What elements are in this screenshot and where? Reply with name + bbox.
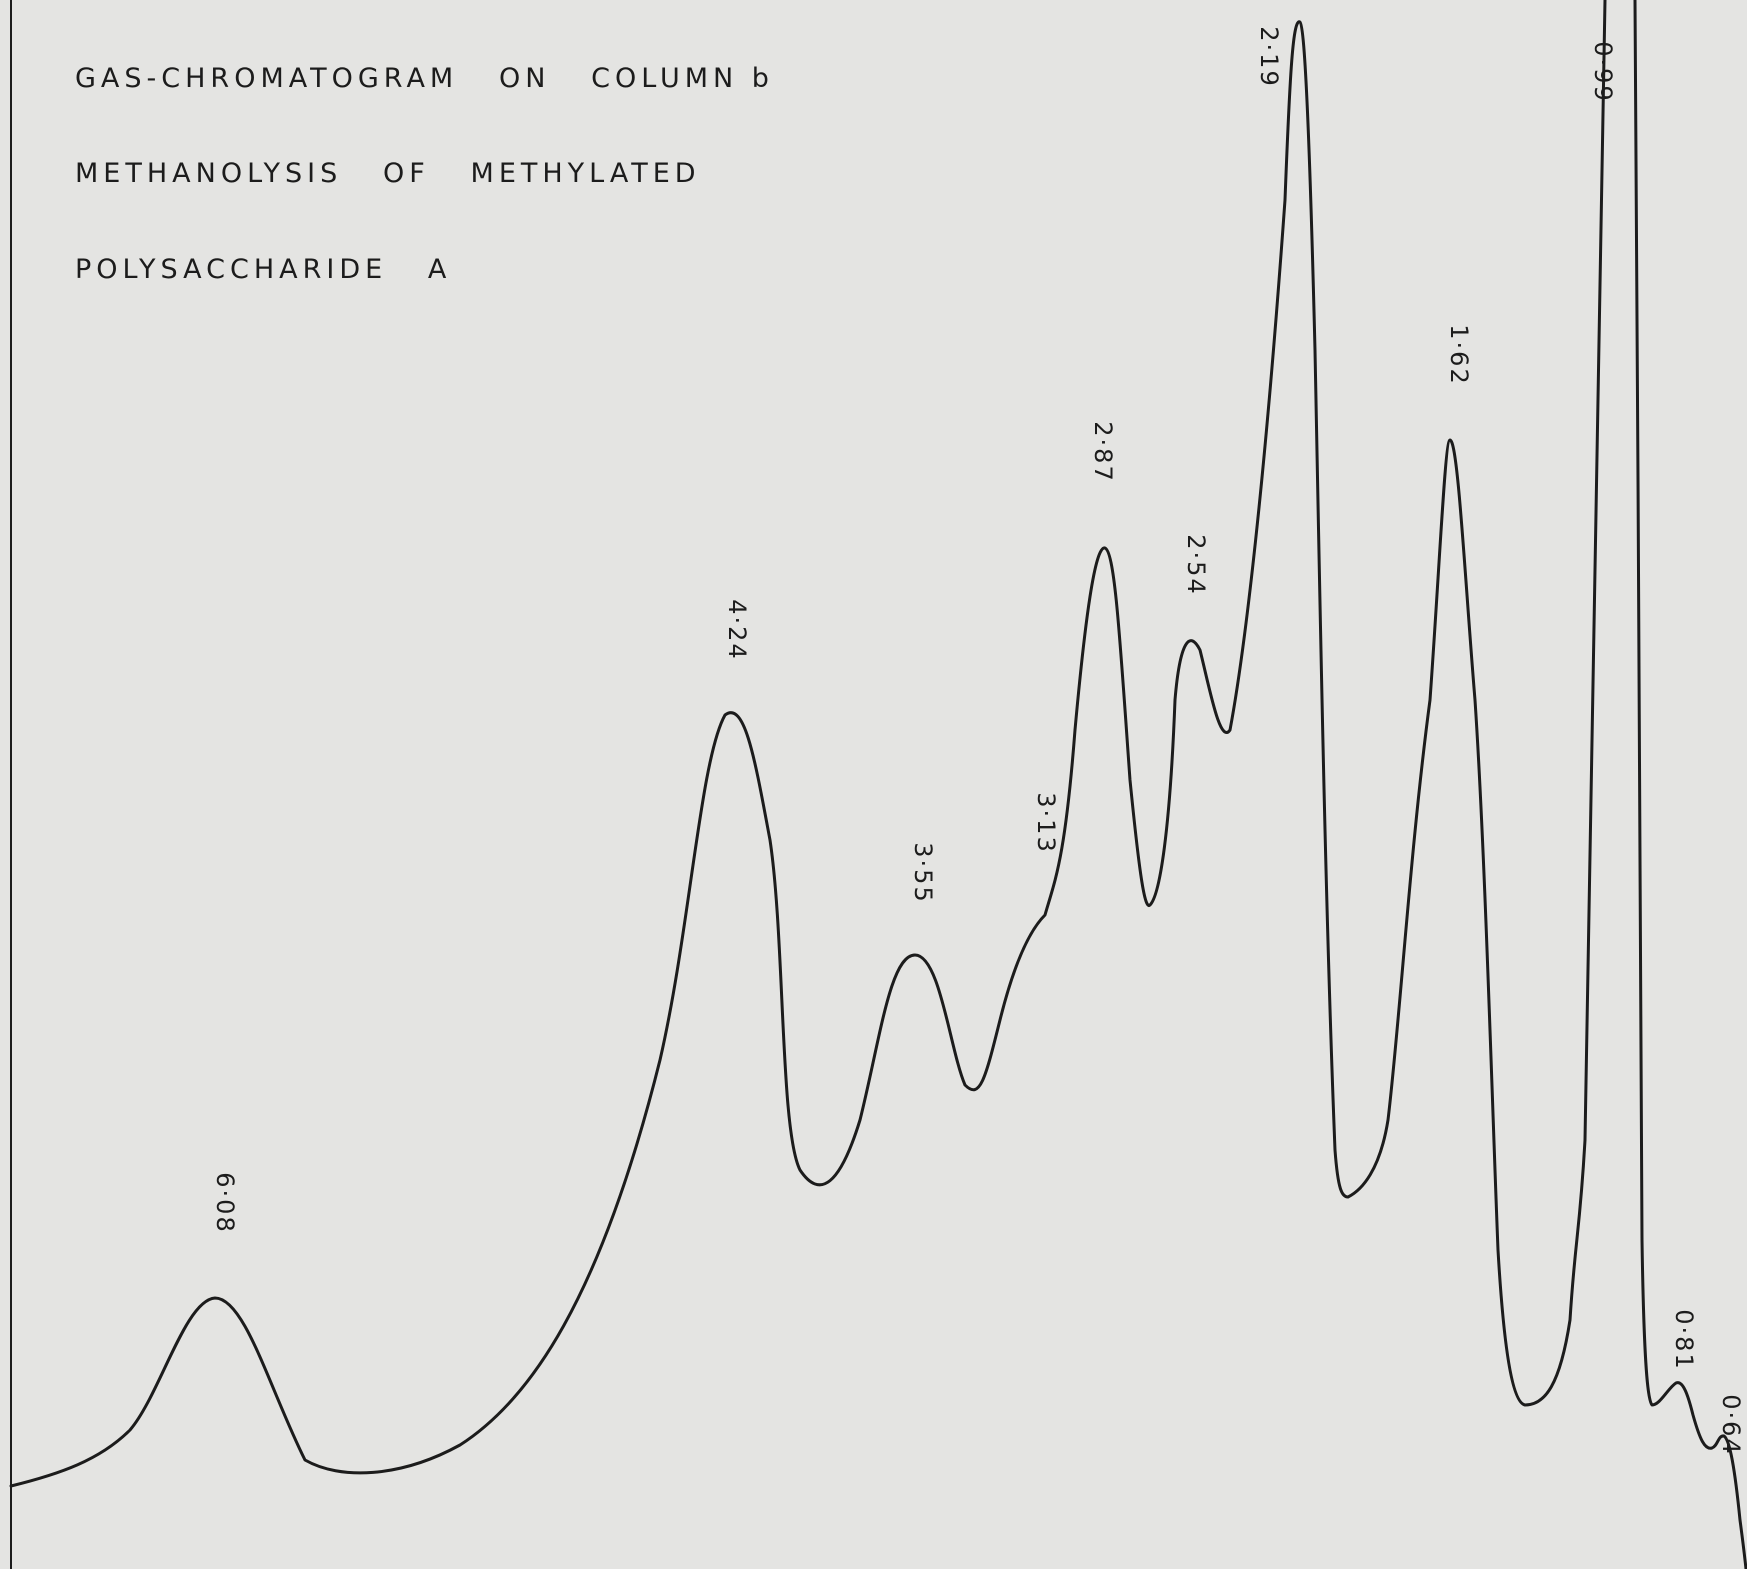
peak-label: 0·81	[1670, 1309, 1698, 1370]
peak-label: 0·64	[1717, 1394, 1745, 1455]
peak-label: 0·99	[1589, 41, 1617, 102]
peak-label: 2·19	[1255, 26, 1283, 87]
peak-label: 2·87	[1089, 421, 1117, 482]
peak-label: 2·54	[1182, 534, 1210, 595]
chart-title-line-2: METHANOLYSIS OF METHYLATED	[75, 158, 701, 189]
peak-label: 3·13	[1032, 792, 1060, 853]
peak-labels: 6·08 4·24 3·55 3·13 2·87 2·54 2·19 1·62 0·99 0·81…	[211, 26, 1745, 1455]
chromatogram-trace	[9, 0, 1747, 1569]
chart-title-line-3: POLYSACCHARIDE A	[75, 254, 452, 285]
peak-label: 4·24	[723, 599, 751, 660]
peak-label: 3·55	[909, 842, 937, 903]
chart-title-line-1: GAS-CHROMATOGRAM ON COLUMN b	[75, 63, 774, 94]
peak-label: 6·08	[211, 1172, 239, 1233]
peak-label: 1·62	[1445, 324, 1473, 385]
